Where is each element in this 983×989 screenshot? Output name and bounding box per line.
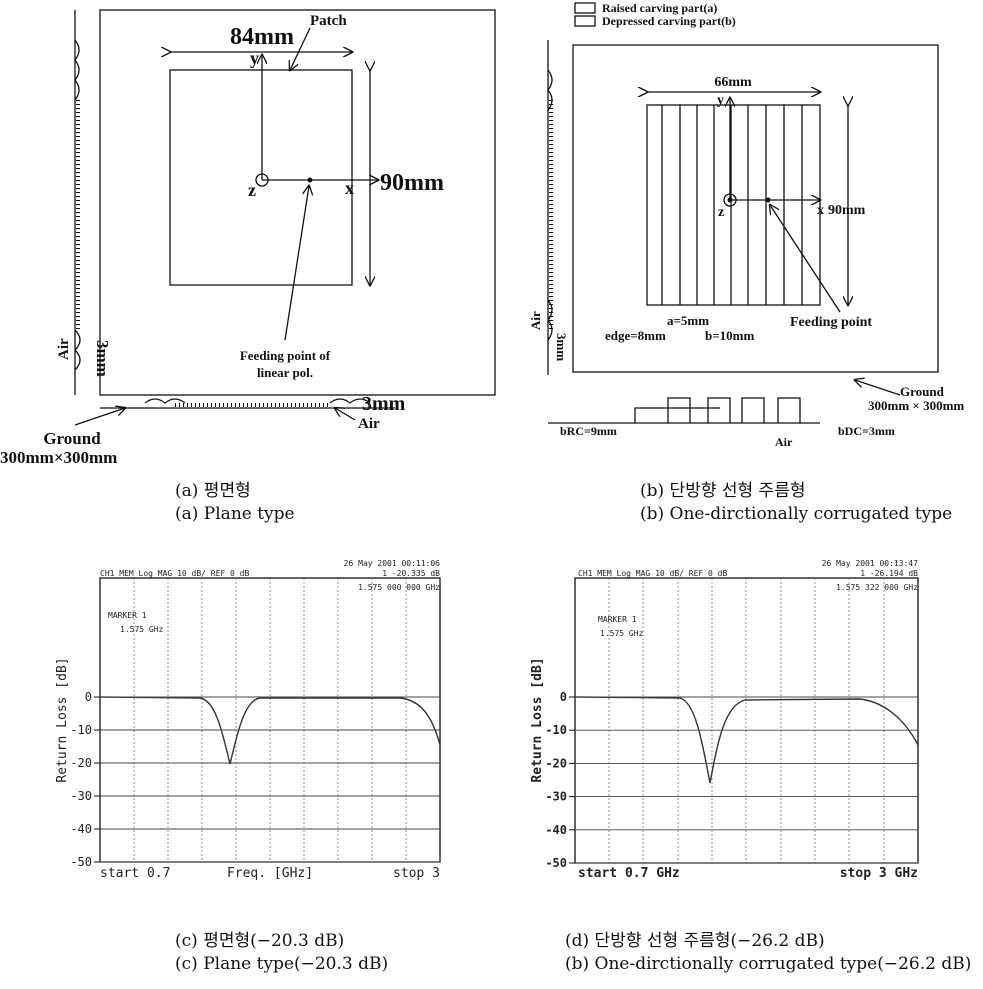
legend-text: Depressed carving part(b): [602, 14, 736, 28]
vertical-grid: [134, 578, 406, 862]
marker-text: 1.575 GHz: [120, 625, 164, 634]
corrugation-profile: [548, 398, 820, 423]
y-axis-label: Return Loss [dB]: [530, 657, 545, 782]
label: edge=8mm: [605, 328, 666, 343]
panel-b: Raised carving part(a) Depressed carving…: [528, 1, 964, 524]
label: 3mm: [554, 333, 569, 361]
y-tick-label: -20: [545, 756, 567, 770]
ground-arrow: [75, 408, 125, 425]
ground-plane: [573, 45, 938, 372]
label: bRC=9mm: [560, 424, 617, 438]
label: Ground: [43, 429, 101, 448]
header: CH1 MEM Log MAG 10 dB/ REF 0 dB: [100, 569, 249, 578]
caption: (c) 평면형(−20.3 dB): [175, 931, 344, 951]
label: 300mm × 300mm: [868, 398, 964, 413]
y-tick-label: -30: [545, 790, 567, 804]
caption: (c) Plane type(−20.3 dB): [175, 954, 388, 974]
panel-d: CH1 MEM Log MAG 10 dB/ REF 0 dB 26 May 2…: [530, 559, 971, 974]
y-tick-label: -10: [70, 723, 92, 737]
label: 3mm: [93, 340, 112, 377]
x-start: start 0.7 GHz: [578, 866, 680, 881]
label: 90mm: [380, 170, 444, 196]
y-tick-label: -40: [545, 823, 567, 837]
z-axis-dot: [728, 198, 733, 203]
feed-arrow: [770, 205, 840, 312]
return-loss-curve: [575, 697, 918, 783]
ground-arrow: [855, 380, 900, 395]
header: 1 -26.194 dB: [860, 569, 918, 578]
y-tick-label: 0: [85, 690, 92, 704]
label: 90mm: [828, 203, 866, 218]
caption: (b) 단방향 선형 주름형: [640, 481, 805, 501]
label: Air: [775, 435, 793, 449]
legend-box: [575, 16, 595, 26]
feed-dot: [766, 198, 771, 203]
ground-plane: [100, 10, 495, 395]
label: 300mm×300mm: [0, 448, 117, 467]
header: CH1 MEM Log MAG 10 dB/ REF 0 dB: [578, 569, 727, 578]
label: Air: [358, 416, 380, 432]
figure: Patch 84mm 90mm y x z Feeding point of l…: [0, 0, 983, 989]
x-stop: stop 3: [393, 866, 440, 881]
y-tick-label: -30: [70, 789, 92, 803]
label: Feeding point: [790, 315, 872, 330]
vertical-grid: [609, 578, 884, 863]
marker-text: MARKER 1: [108, 611, 147, 620]
marker-text: 1.575 GHz: [600, 629, 644, 638]
label: z: [718, 205, 724, 220]
label: 66mm: [714, 75, 752, 90]
x-start: start 0.7: [100, 866, 170, 881]
label: Air: [528, 311, 543, 330]
y-tick-label: 0: [560, 690, 567, 704]
label: 84mm: [230, 24, 294, 50]
legend-box: [575, 3, 595, 13]
header: 1.575 322 000 GHz: [836, 583, 918, 592]
label: x: [817, 203, 824, 218]
caption: (b) One-dirctionally corrugated type(−26…: [565, 954, 971, 974]
label: b=10mm: [705, 328, 754, 343]
label: Feeding point of: [240, 348, 331, 363]
caption: (b) One-dirctionally corrugated type: [640, 504, 952, 524]
header: 26 May 2001 00:13:47: [822, 559, 919, 568]
patch: [170, 70, 352, 285]
label: Air: [56, 338, 72, 360]
label: a=5mm: [667, 313, 709, 328]
x-stop: stop 3 GHz: [840, 866, 918, 881]
marker-text: MARKER 1: [598, 615, 637, 624]
label: y: [717, 93, 724, 108]
y-tick-label: -10: [545, 723, 567, 737]
y-tick-label: -40: [70, 822, 92, 836]
y-tick-label: -50: [545, 856, 567, 870]
feed-dot: [308, 178, 313, 183]
feed-arrow: [285, 186, 309, 340]
label: Patch: [310, 13, 347, 29]
caption: (a) 평면형: [175, 481, 251, 501]
label: Ground: [900, 384, 945, 399]
label: x: [345, 178, 354, 198]
header: 26 May 2001 00:11:06: [344, 559, 441, 568]
header: 1 -20.335 dB: [382, 569, 440, 578]
caption: (a) Plane type: [175, 504, 295, 524]
label: y: [250, 48, 259, 68]
x-axis-label: Freq. [GHz]: [227, 866, 313, 881]
y-axis-label: Return Loss [dB]: [55, 657, 70, 782]
caption: (d) 단방향 선형 주름형(−26.2 dB): [565, 931, 825, 951]
y-tick-label: -50: [70, 855, 92, 869]
legend-text: Raised carving part(a): [602, 1, 717, 15]
label: z: [248, 180, 256, 200]
label: 3mm: [362, 393, 406, 415]
side-view: [75, 10, 80, 395]
label: bDC=3mm: [838, 424, 895, 438]
label: linear pol.: [257, 365, 313, 380]
air-arrow: [335, 408, 355, 420]
header: 1.575 000 000 GHz: [358, 583, 440, 592]
panel-c: CH1 MEM Log MAG 10 dB/ REF 0 dB 26 May 2…: [55, 559, 440, 974]
panel-a: Patch 84mm 90mm y x z Feeding point of l…: [0, 10, 495, 524]
y-tick-label: -20: [70, 756, 92, 770]
